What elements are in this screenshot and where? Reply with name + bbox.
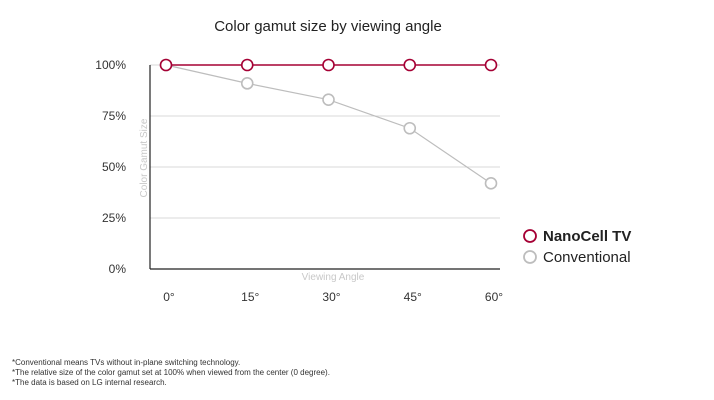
data-point [240, 58, 254, 72]
legend-marker [523, 229, 537, 243]
y-tick-label: 0% [109, 262, 127, 276]
x-axis-label: Viewing Angle [302, 272, 365, 283]
y-tick-label: 75% [102, 109, 126, 123]
x-tick-label: 15° [241, 290, 259, 304]
legend-marker [523, 250, 537, 264]
data-point [240, 77, 254, 90]
footnote: *The data is based on LG internal resear… [12, 378, 167, 387]
data-point [322, 93, 335, 106]
data-point [403, 121, 417, 135]
legend-label: NanoCell TV [543, 228, 631, 245]
gridlines [150, 64, 500, 219]
x-tick-label: 0° [163, 290, 175, 304]
y-tick-label: 25% [102, 211, 126, 225]
x-tick-label: 45° [404, 290, 422, 304]
y-axis-label: Color Gamut Size [139, 118, 150, 197]
x-tick-label: 60° [485, 290, 503, 304]
footnote: *Conventional means TVs without in-plane… [12, 358, 241, 367]
footnote: *The relative size of the color gamut se… [12, 368, 330, 377]
y-tick-label: 50% [102, 160, 126, 174]
y-tick-labels: 0% 25% 50% 75% 100% [95, 58, 126, 276]
data-point [484, 58, 498, 72]
series-layer [159, 58, 498, 190]
x-tick-labels: 0° 15° 30° 45° 60° [163, 290, 503, 304]
legend-item: NanoCell TV [523, 228, 631, 245]
data-point [403, 58, 417, 72]
footnotes: *Conventional means TVs without in-plane… [12, 358, 330, 388]
series-1 [159, 58, 498, 72]
legend-item: Conventional [523, 249, 631, 266]
x-tick-label: 30° [322, 290, 340, 304]
y-tick-label: 100% [95, 58, 126, 72]
legend: NanoCell TV Conventional [523, 228, 631, 266]
series-line [165, 64, 492, 184]
data-point [484, 177, 498, 190]
series-2 [159, 58, 498, 190]
chart-title: Color gamut size by viewing angle [214, 18, 442, 35]
data-point [322, 58, 335, 72]
line-chart: Color gamut size by viewing angle 0% 25% 5… [95, 18, 631, 304]
legend-label: Conventional [543, 249, 631, 266]
data-point [159, 58, 173, 72]
